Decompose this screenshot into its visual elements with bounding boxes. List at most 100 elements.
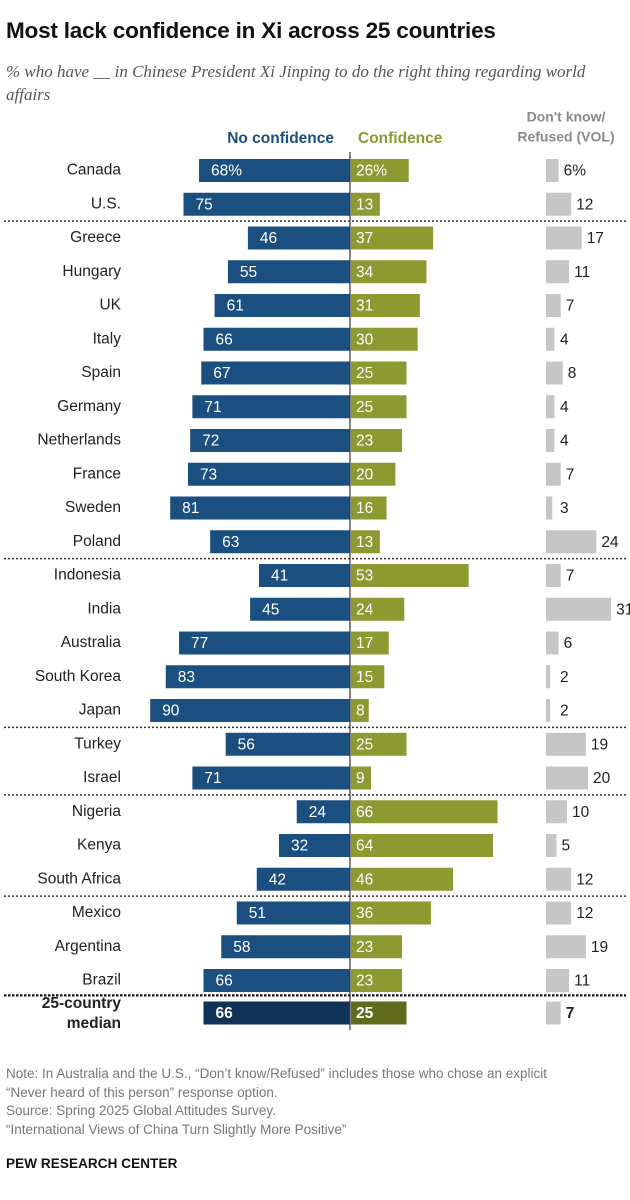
value-dk-brazil: 11 [574, 973, 590, 990]
country-label-u-s: U.S. [91, 195, 121, 212]
value-no-confidence-turkey: 56 [238, 736, 255, 753]
country-label-india: India [87, 600, 121, 617]
bar-confidence-south-korea [351, 665, 385, 689]
value-confidence-spain: 25 [356, 365, 373, 382]
country-label-italy: Italy [93, 330, 122, 347]
bar-dk-south-korea [546, 665, 551, 689]
country-label-indonesia: Indonesia [54, 567, 122, 584]
value-no-confidence-netherlands: 72 [202, 433, 219, 450]
bar-dk-netherlands [546, 429, 555, 452]
value-confidence-germany: 25 [356, 399, 373, 416]
bar-confidence-brazil [351, 969, 403, 992]
value-confidence-mexico: 36 [356, 905, 373, 922]
bar-no-confidence-south-africa [256, 867, 350, 891]
value-no-confidence-greece: 46 [260, 230, 277, 247]
value-no-confidence-japan: 90 [162, 703, 180, 720]
bar-no-confidence-india [250, 597, 350, 621]
value-no-confidence-sweden: 81 [182, 500, 199, 517]
country-label-france: France [73, 465, 121, 482]
value-no-confidence-u-s: 75 [196, 196, 213, 213]
value-no-confidence-indonesia: 41 [271, 568, 288, 585]
value-dk-nigeria: 10 [572, 804, 590, 821]
value-dk-india: 31 [616, 601, 630, 618]
value-dk-south-korea: 2 [560, 669, 569, 686]
value-no-confidence-argentina: 58 [233, 939, 250, 956]
legend-no-confidence: No confidence [227, 130, 334, 147]
value-confidence-poland: 13 [356, 534, 373, 551]
note-line-1: Note: In Australia and the U.S., “Don’t … [6, 1066, 548, 1081]
value-dk-south-africa: 12 [576, 871, 593, 888]
bar-no-confidence-netherlands [190, 429, 350, 452]
value-dk-poland: 24 [601, 534, 619, 551]
bar-no-confidence-median [203, 1001, 350, 1025]
bar-no-confidence-italy [203, 327, 350, 351]
value-dk-greece: 17 [587, 230, 604, 247]
bar-dk-germany [546, 395, 555, 419]
bar-no-confidence-u-s [183, 192, 350, 216]
country-label-brazil: Brazil [82, 972, 121, 989]
bar-confidence-u-s [351, 192, 380, 216]
value-no-confidence-spain: 67 [213, 365, 230, 382]
bar-confidence-argentina [351, 935, 403, 959]
bar-confidence-median [351, 1001, 407, 1025]
value-confidence-turkey: 25 [356, 736, 373, 753]
value-no-confidence-nigeria: 24 [309, 804, 327, 821]
value-no-confidence-canada: 68% [211, 163, 242, 180]
legend-dk-line-1: Don't know/ [527, 109, 606, 125]
bar-dk-spain [546, 361, 563, 385]
bar-confidence-sweden [351, 496, 387, 520]
value-no-confidence-south-korea: 83 [178, 669, 195, 686]
country-label-poland: Poland [73, 533, 121, 550]
bar-no-confidence-canada [199, 159, 350, 182]
value-confidence-u-s: 13 [356, 196, 373, 213]
value-dk-indonesia: 7 [566, 568, 575, 585]
value-confidence-greece: 37 [356, 230, 373, 247]
value-confidence-indonesia: 53 [356, 568, 373, 585]
median-label-line-2: median [67, 1015, 121, 1032]
value-confidence-japan: 8 [356, 703, 365, 720]
bar-confidence-israel [351, 766, 371, 790]
bar-confidence-greece [351, 226, 434, 250]
bar-confidence-turkey [351, 732, 407, 756]
bar-confidence-nigeria [351, 800, 498, 824]
bar-confidence-japan [351, 699, 369, 722]
bar-confidence-india [351, 597, 405, 621]
bar-confidence-spain [351, 361, 407, 385]
value-confidence-canada: 26% [356, 163, 387, 180]
bar-dk-indonesia [546, 564, 561, 587]
country-label-sweden: Sweden [65, 499, 121, 516]
country-label-hungary: Hungary [62, 263, 121, 280]
value-confidence-france: 20 [356, 466, 374, 483]
bar-dk-japan [546, 699, 551, 722]
bar-no-confidence-turkey [225, 732, 350, 756]
country-label-mexico: Mexico [72, 904, 121, 921]
value-confidence-india: 24 [356, 601, 374, 618]
bar-dk-canada [546, 159, 559, 182]
bar-no-confidence-mexico [236, 901, 350, 925]
value-confidence-brazil: 23 [356, 973, 373, 990]
value-dk-sweden: 3 [560, 500, 569, 517]
bar-confidence-germany [351, 395, 407, 419]
bar-no-confidence-greece [247, 226, 350, 250]
legend-dk-line-2: Refused (VOL) [517, 129, 614, 145]
chart-title: Most lack confidence in Xi across 25 cou… [6, 18, 496, 43]
note-line-2: “Never heard of this person” response op… [6, 1084, 278, 1100]
bar-no-confidence-hungary [227, 260, 350, 284]
bar-no-confidence-poland [210, 530, 350, 554]
bar-dk-india [546, 597, 612, 621]
bar-no-confidence-south-korea [165, 665, 350, 689]
value-no-confidence-israel: 71 [204, 770, 221, 787]
bar-no-confidence-germany [192, 395, 350, 419]
bar-dk-nigeria [546, 800, 567, 824]
bar-dk-greece [546, 226, 582, 250]
value-no-confidence-poland: 63 [222, 534, 239, 551]
value-dk-uk: 7 [566, 298, 575, 315]
bar-no-confidence-spain [201, 361, 350, 385]
value-dk-germany: 4 [560, 399, 569, 416]
bar-confidence-south-africa [351, 867, 454, 891]
value-dk-spain: 8 [568, 365, 577, 382]
value-dk-japan: 2 [560, 703, 569, 720]
country-label-nigeria: Nigeria [72, 803, 121, 820]
value-confidence-israel: 9 [356, 770, 365, 787]
bar-dk-kenya [546, 834, 557, 857]
